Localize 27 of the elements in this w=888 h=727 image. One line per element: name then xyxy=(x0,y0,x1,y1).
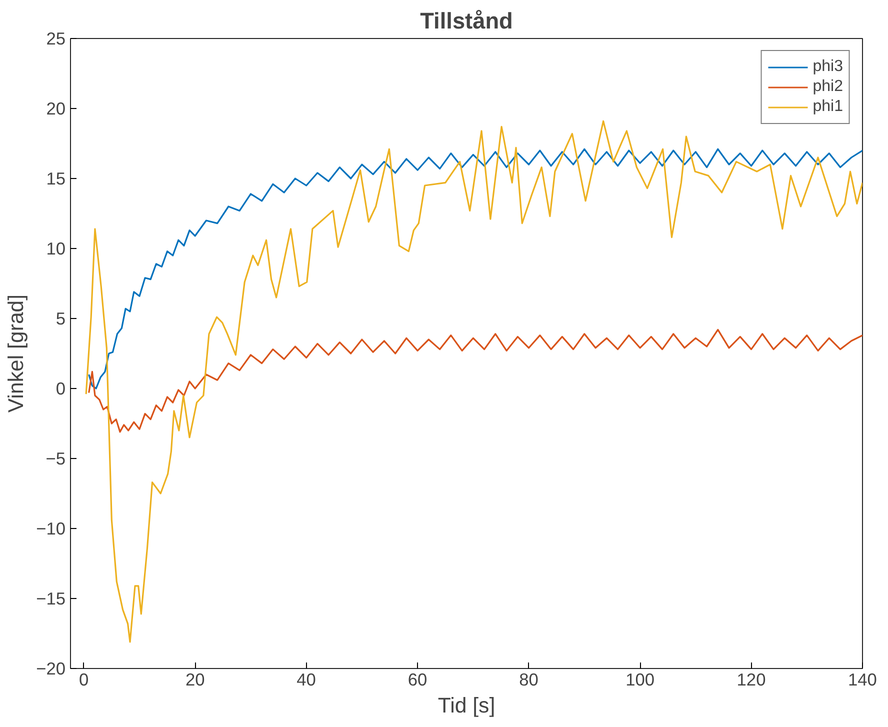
y-tick-label: −20 xyxy=(36,658,66,678)
y-axis-title: Vinkel [grad] xyxy=(4,294,28,413)
legend-label: phi3 xyxy=(812,58,843,76)
x-tick-label: 0 xyxy=(79,670,89,690)
y-tick-label: 0 xyxy=(56,378,66,398)
line-series xyxy=(85,120,862,643)
chart-title: Tillstånd xyxy=(420,8,513,34)
x-tick-label: 20 xyxy=(185,670,205,690)
y-tick-label: −15 xyxy=(36,588,66,608)
line-series xyxy=(88,328,862,433)
legend-label: phi2 xyxy=(812,78,843,96)
y-tick-label: −5 xyxy=(46,448,66,468)
y-tick-label: −10 xyxy=(36,518,66,538)
y-tick-label: 10 xyxy=(46,238,66,258)
x-tick-label: 60 xyxy=(408,670,428,690)
x-tick-label: 100 xyxy=(626,670,654,690)
line-series xyxy=(88,148,862,390)
x-tick-label: 120 xyxy=(736,670,766,690)
x-axis-title: Tid [s] xyxy=(438,694,496,718)
y-tick-label: 25 xyxy=(46,28,66,48)
x-tick-label: 140 xyxy=(848,670,877,690)
x-tick-label: 80 xyxy=(519,670,538,690)
y-tick-label: 20 xyxy=(46,98,66,118)
y-tick-label: 5 xyxy=(56,308,66,328)
legend-label: phi1 xyxy=(812,98,843,116)
y-tick-label: 15 xyxy=(46,168,66,188)
x-tick-label: 40 xyxy=(296,670,316,690)
